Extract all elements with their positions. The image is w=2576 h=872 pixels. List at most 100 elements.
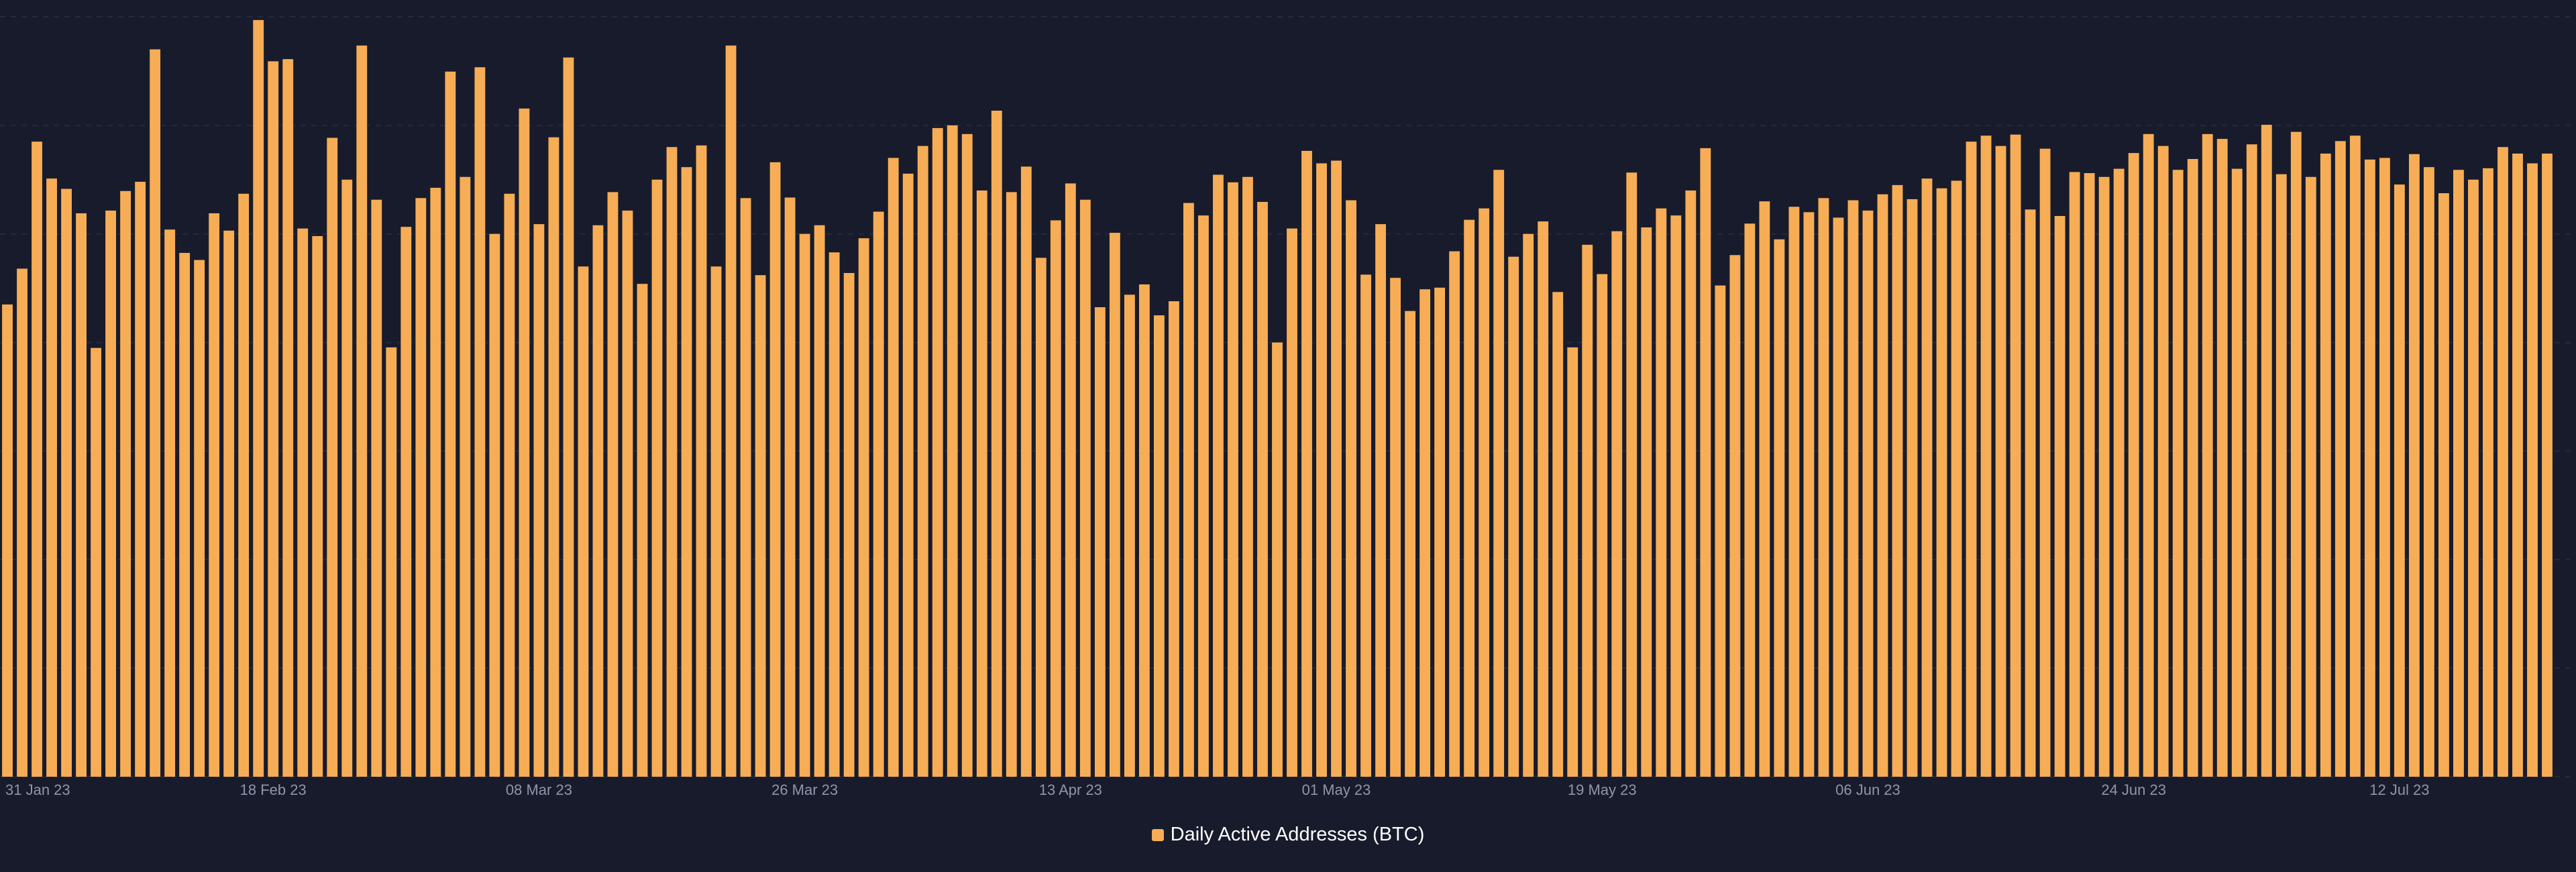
bar[interactable] xyxy=(1656,208,1667,777)
bar[interactable] xyxy=(2216,139,2228,777)
bar[interactable] xyxy=(592,225,604,777)
bar[interactable] xyxy=(1050,220,1061,777)
bar[interactable] xyxy=(902,173,914,777)
bar[interactable] xyxy=(666,147,678,777)
bar[interactable] xyxy=(1124,294,1135,777)
bar[interactable] xyxy=(1405,311,1416,777)
bar[interactable] xyxy=(2261,125,2272,777)
legend-item-daily-active-addresses[interactable]: Daily Active Addresses (BTC) xyxy=(1151,824,1424,846)
bar[interactable] xyxy=(740,198,751,777)
bar[interactable] xyxy=(268,61,279,777)
bar[interactable] xyxy=(1094,307,1106,777)
bar[interactable] xyxy=(548,137,559,777)
bar[interactable] xyxy=(430,187,441,777)
bar[interactable] xyxy=(1109,233,1120,777)
bar[interactable] xyxy=(1449,251,1460,777)
bar[interactable] xyxy=(2483,168,2493,777)
bar[interactable] xyxy=(2098,176,2110,777)
bar[interactable] xyxy=(1168,301,1179,777)
bar[interactable] xyxy=(209,213,220,777)
bar[interactable] xyxy=(858,238,869,777)
bar[interactable] xyxy=(1788,207,1800,777)
bar[interactable] xyxy=(769,162,781,777)
bar[interactable] xyxy=(947,125,958,777)
bar[interactable] xyxy=(1360,274,1371,777)
bar[interactable] xyxy=(1966,142,1977,777)
bar[interactable] xyxy=(2084,173,2095,777)
bar[interactable] xyxy=(2408,154,2420,777)
bar[interactable] xyxy=(1257,201,1268,777)
bar[interactable] xyxy=(519,108,530,777)
bar[interactable] xyxy=(917,146,928,777)
bar[interactable] xyxy=(32,142,42,777)
bar[interactable] xyxy=(460,176,471,777)
bar[interactable] xyxy=(1833,217,1844,777)
bar[interactable] xyxy=(2039,148,2051,777)
bar[interactable] xyxy=(725,45,737,777)
bar[interactable] xyxy=(2468,179,2479,777)
bar[interactable] xyxy=(696,145,707,777)
bar[interactable] xyxy=(681,167,692,777)
bar[interactable] xyxy=(2054,216,2065,777)
bar[interactable] xyxy=(1331,160,1342,777)
bar[interactable] xyxy=(1464,219,1475,777)
bar[interactable] xyxy=(150,49,161,777)
bar[interactable] xyxy=(2231,168,2243,777)
bar[interactable] xyxy=(1921,178,1933,777)
bar[interactable] xyxy=(1198,215,1209,777)
bar[interactable] xyxy=(371,199,382,777)
bar[interactable] xyxy=(312,235,323,777)
bar[interactable] xyxy=(1729,255,1741,777)
bar[interactable] xyxy=(445,71,456,777)
bar[interactable] xyxy=(888,158,899,777)
bar[interactable] xyxy=(828,252,840,777)
bar[interactable] xyxy=(1715,285,1726,777)
bar[interactable] xyxy=(2438,193,2449,777)
bar[interactable] xyxy=(961,133,973,777)
bar[interactable] xyxy=(1287,228,1297,777)
bar[interactable] xyxy=(932,127,943,777)
bar[interactable] xyxy=(607,192,619,777)
bar[interactable] xyxy=(1980,135,1992,777)
bar[interactable] xyxy=(489,233,500,777)
bar[interactable] xyxy=(61,188,72,777)
bar[interactable] xyxy=(1995,146,2006,777)
bar[interactable] xyxy=(976,190,987,777)
bar[interactable] xyxy=(1228,182,1238,777)
bar[interactable] xyxy=(356,45,368,777)
bar[interactable] xyxy=(1538,221,1549,777)
bar[interactable] xyxy=(755,275,766,777)
bar[interactable] xyxy=(2172,170,2184,777)
bar[interactable] xyxy=(46,178,57,777)
bar[interactable] xyxy=(238,193,250,777)
bar[interactable] xyxy=(223,230,235,777)
bar[interactable] xyxy=(297,228,309,777)
bar[interactable] xyxy=(533,224,545,777)
bar[interactable] xyxy=(2394,184,2405,777)
bar[interactable] xyxy=(578,266,589,777)
bar[interactable] xyxy=(2453,170,2464,777)
bar[interactable] xyxy=(1597,274,1608,777)
bar[interactable] xyxy=(504,193,515,777)
bar[interactable] xyxy=(1006,192,1017,777)
bar[interactable] xyxy=(17,268,28,777)
bar[interactable] xyxy=(327,138,338,777)
bar[interactable] xyxy=(1419,289,1431,777)
bar[interactable] xyxy=(2128,153,2139,777)
bar[interactable] xyxy=(1907,199,1918,777)
bar[interactable] xyxy=(2334,141,2346,777)
bar[interactable] xyxy=(2202,133,2213,777)
bar[interactable] xyxy=(1153,315,1165,777)
bar[interactable] xyxy=(1803,212,1815,777)
bar[interactable] xyxy=(1035,258,1046,777)
bar[interactable] xyxy=(1213,174,1224,777)
bar[interactable] xyxy=(1390,278,1401,777)
bar[interactable] xyxy=(2246,144,2257,777)
bar[interactable] xyxy=(386,347,397,777)
bar[interactable] xyxy=(76,213,87,777)
bar[interactable] xyxy=(1700,148,1711,777)
bar[interactable] xyxy=(2290,131,2302,777)
bar[interactable] xyxy=(1183,203,1194,777)
bar[interactable] xyxy=(1818,198,1829,777)
bar[interactable] xyxy=(415,198,427,777)
